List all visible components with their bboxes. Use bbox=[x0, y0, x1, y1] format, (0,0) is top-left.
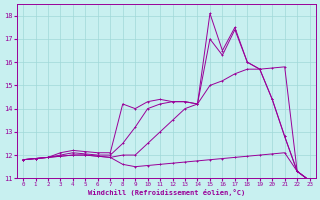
X-axis label: Windchill (Refroidissement éolien,°C): Windchill (Refroidissement éolien,°C) bbox=[88, 189, 245, 196]
